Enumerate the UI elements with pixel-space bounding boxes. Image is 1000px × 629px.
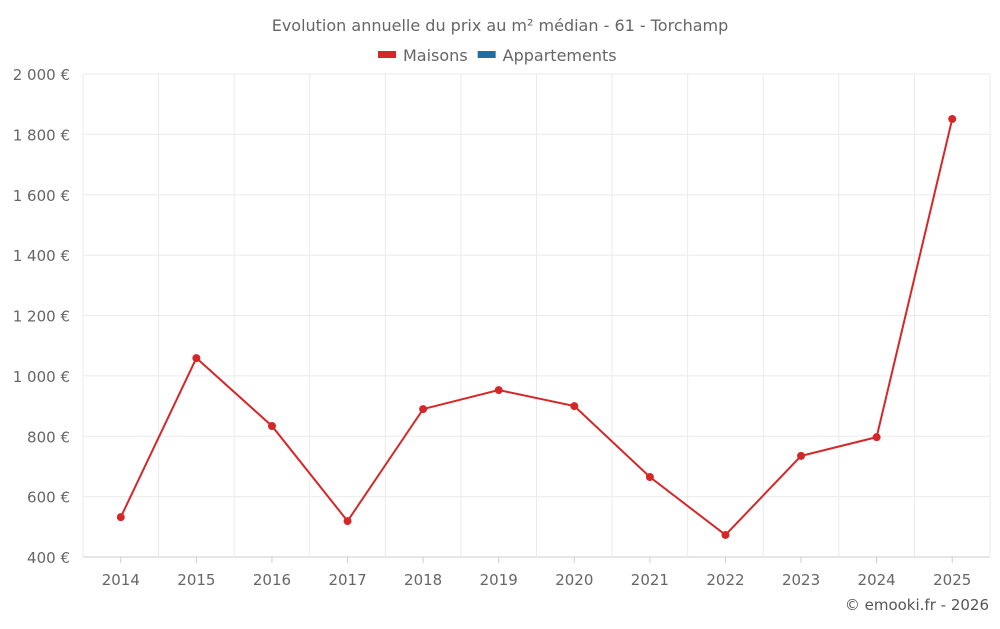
y-tick-label: 400 € <box>27 549 70 567</box>
x-tick-label: 2017 <box>328 571 366 589</box>
legend-swatch-maisons <box>378 51 396 58</box>
data-point <box>116 513 125 522</box>
y-axis: 400 € 600 € 800 € 1 000 € 1 200 € 1 400 € 1 60… <box>13 66 70 567</box>
data-point <box>721 530 730 539</box>
x-tick-label: 2022 <box>706 571 744 589</box>
data-point <box>570 402 579 411</box>
series-line-maisons <box>119 118 954 537</box>
x-tick-label: 2021 <box>631 571 669 589</box>
data-point <box>192 354 201 363</box>
x-tick-label: 2025 <box>933 571 971 589</box>
y-tick-label: 1 200 € <box>13 308 70 326</box>
data-point <box>494 386 503 395</box>
chart-title: Evolution annuelle du prix au m² médian … <box>272 16 729 35</box>
y-tick-label: 1 800 € <box>13 126 70 144</box>
y-tick-label: 1 400 € <box>13 247 70 265</box>
x-tick-label: 2020 <box>555 571 593 589</box>
legend-swatch-appartements <box>477 51 496 58</box>
legend: Maisons Appartements <box>378 46 617 65</box>
legend-label-maisons: Maisons <box>403 46 468 65</box>
y-tick-label: 1 600 € <box>13 187 70 205</box>
x-tick-label: 2018 <box>404 571 442 589</box>
y-tick-label: 1 000 € <box>13 368 70 386</box>
x-axis: 2014 2015 2016 2017 2018 2019 2020 2021 2022 2023… <box>102 557 971 589</box>
y-tick-label: 2 000 € <box>13 66 70 84</box>
x-tick-label: 2015 <box>177 571 215 589</box>
grid <box>82 73 991 558</box>
credit-text: © emooki.fr - 2026 <box>845 596 989 614</box>
x-tick-label: 2016 <box>253 571 291 589</box>
x-tick-label: 2019 <box>480 571 518 589</box>
data-point <box>645 473 654 482</box>
y-tick-label: 800 € <box>27 428 70 446</box>
y-tick-label: 600 € <box>27 489 70 507</box>
series <box>116 114 957 539</box>
data-point <box>267 421 276 430</box>
data-point <box>948 114 957 123</box>
x-tick-label: 2014 <box>102 571 140 589</box>
data-point <box>797 451 806 460</box>
x-tick-label: 2023 <box>782 571 820 589</box>
data-point <box>343 517 352 526</box>
legend-label-appartements: Appartements <box>503 46 617 65</box>
data-point <box>419 405 428 414</box>
x-tick-label: 2024 <box>858 571 896 589</box>
data-point <box>872 433 881 442</box>
